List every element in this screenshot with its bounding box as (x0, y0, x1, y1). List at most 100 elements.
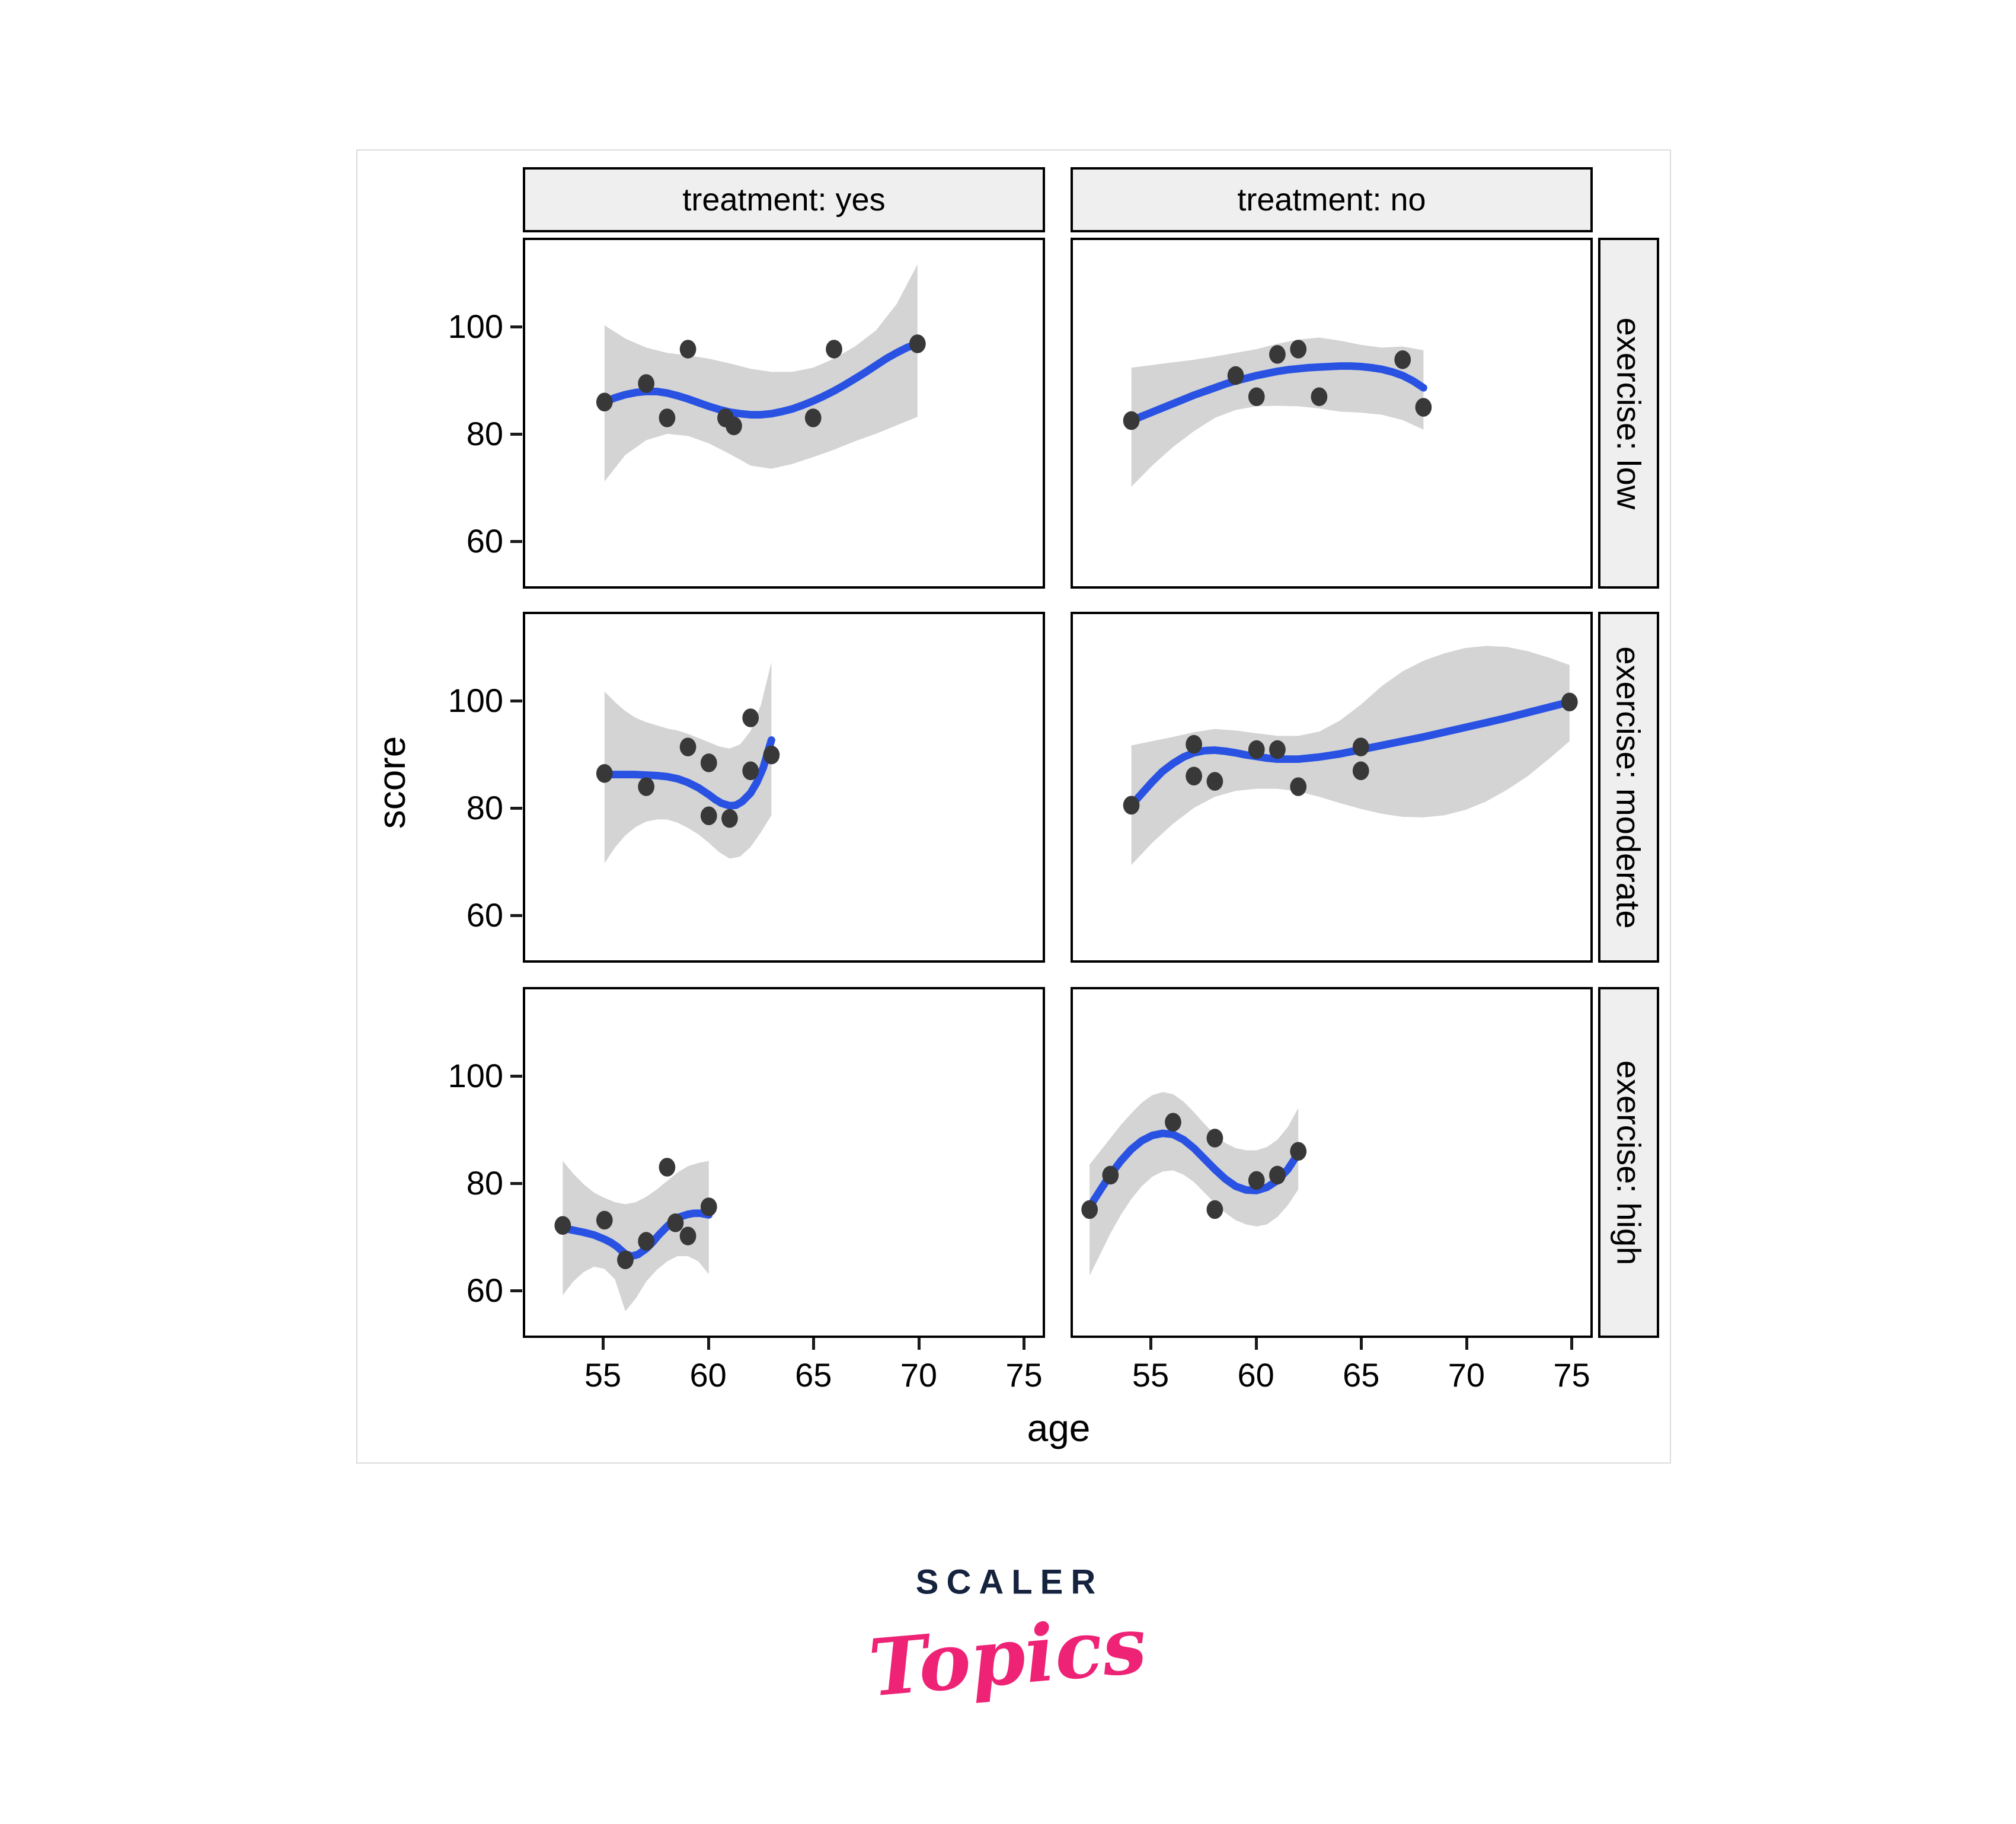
panel-treatment-yes-exercise-high (523, 987, 1045, 1338)
data-point (1415, 398, 1432, 417)
data-point (1248, 387, 1265, 407)
data-point (617, 1250, 634, 1270)
smooth-line (1127, 362, 1427, 424)
facet-strip-label: exercise: moderate (1610, 646, 1647, 929)
data-point (638, 1232, 655, 1251)
x-tick-mark (707, 1338, 710, 1350)
y-tick-mark (510, 540, 522, 544)
data-point (667, 1213, 684, 1232)
y-tick-mark (510, 807, 522, 810)
x-tick-label: 55 (584, 1356, 622, 1394)
x-axis-title: age (1027, 1407, 1091, 1449)
data-point (1186, 734, 1203, 754)
data-point (679, 737, 697, 756)
data-point (826, 340, 842, 359)
y-tick-mark (510, 433, 522, 436)
data-point (1311, 387, 1328, 407)
panel-plot-no-low (1123, 337, 1432, 487)
facet-strip-treatment-no: treatment: no (1071, 167, 1593, 232)
data-point (1352, 737, 1369, 756)
data-point (1290, 1142, 1307, 1161)
x-tick-mark (1570, 1338, 1574, 1350)
x-tick-label: 70 (900, 1356, 937, 1394)
confidence-band (604, 264, 918, 482)
facet-strip-label: exercise: high (1610, 1060, 1648, 1265)
data-point (700, 753, 717, 772)
data-point (804, 408, 822, 427)
y-tick-label: 100 (448, 682, 503, 720)
data-point (679, 1226, 697, 1245)
x-tick-mark (812, 1338, 816, 1350)
data-point (1206, 772, 1223, 791)
y-tick-label: 80 (466, 1164, 503, 1202)
data-point (742, 761, 759, 781)
data-point (1248, 740, 1265, 759)
data-point (726, 416, 742, 436)
x-tick-mark (1023, 1338, 1026, 1350)
x-tick-label: 65 (1343, 1356, 1380, 1394)
data-point (1269, 345, 1286, 364)
data-point (1248, 1171, 1265, 1190)
y-tick-mark (510, 325, 522, 329)
panel-treatment-no-exercise-high (1071, 987, 1593, 1338)
data-point (638, 374, 655, 393)
data-point (1123, 796, 1140, 815)
y-tick-label: 100 (448, 1057, 503, 1095)
data-point (1290, 340, 1307, 359)
smooth-line (1127, 698, 1574, 809)
data-point (596, 764, 613, 783)
panel-plot-yes-low (596, 264, 926, 482)
data-point (1290, 777, 1307, 796)
x-tick-label: 65 (795, 1356, 832, 1394)
x-tick-mark (601, 1338, 605, 1350)
data-point (1206, 1200, 1223, 1219)
y-tick-label: 80 (466, 789, 503, 827)
data-point (1123, 411, 1140, 430)
data-point (679, 340, 697, 359)
y-tick-label: 60 (466, 896, 503, 934)
y-tick-label: 100 (448, 308, 503, 346)
panel-plot-no-moderate (1123, 646, 1578, 865)
data-point (1227, 366, 1244, 385)
facet-strip-treatment-yes: treatment: yes (523, 167, 1045, 232)
panel-treatment-yes-exercise-low (523, 238, 1045, 589)
x-tick-label: 60 (1237, 1356, 1274, 1394)
smooth-line (600, 340, 922, 419)
data-point (742, 708, 759, 727)
x-tick-mark (1149, 1338, 1152, 1350)
x-tick-label: 75 (1553, 1356, 1590, 1394)
data-point (1206, 1129, 1223, 1148)
panel-treatment-no-exercise-low (1071, 238, 1593, 589)
facet-strip-exercise-low: exercise: low (1598, 238, 1659, 589)
smooth-line (600, 736, 775, 810)
x-tick-mark (917, 1338, 921, 1350)
y-tick-mark (510, 1289, 522, 1293)
panel-plot-yes-high (554, 1158, 717, 1311)
facet-strip-exercise-moderate: exercise: moderate (1598, 612, 1659, 963)
data-point (1102, 1165, 1119, 1185)
y-tick-mark (510, 699, 522, 703)
confidence-band (563, 1161, 709, 1311)
logo-brand-text: SCALER (915, 1563, 1104, 1602)
panel-treatment-yes-exercise-moderate (523, 612, 1045, 963)
data-point (638, 777, 655, 796)
facet-strip-label: treatment: yes (682, 182, 886, 218)
logo-script-text: Topics (865, 1599, 1150, 1715)
facet-strip-label: exercise: low (1610, 317, 1648, 509)
x-tick-label: 75 (1005, 1356, 1043, 1394)
smooth-line (558, 1209, 713, 1260)
figure: treatment: yes treatment: no exercise: l… (356, 149, 1671, 1464)
x-tick-mark (1360, 1338, 1363, 1350)
data-point (659, 1158, 676, 1177)
data-point (909, 334, 926, 353)
y-tick-label: 60 (466, 522, 503, 560)
data-point (700, 806, 717, 826)
data-point (659, 408, 676, 427)
y-tick-label: 80 (466, 415, 503, 453)
x-tick-label: 60 (689, 1356, 727, 1394)
y-tick-mark (510, 914, 522, 918)
y-tick-mark (510, 1075, 522, 1078)
data-point (596, 1210, 613, 1230)
confidence-band (1131, 337, 1424, 487)
